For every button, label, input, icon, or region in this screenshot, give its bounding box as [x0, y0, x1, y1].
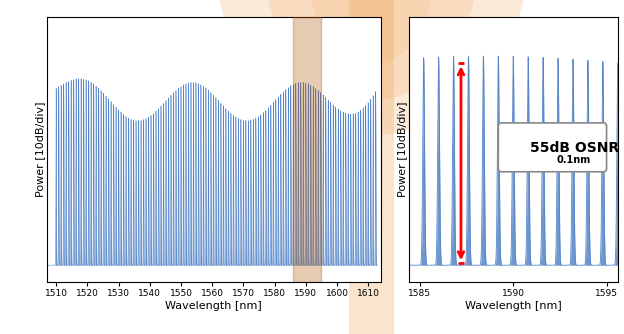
Ellipse shape: [265, 0, 477, 100]
Ellipse shape: [215, 0, 527, 135]
Y-axis label: Power [10dB/div]: Power [10dB/div]: [36, 102, 46, 197]
X-axis label: Wavelength [nm]: Wavelength [nm]: [165, 301, 262, 311]
Bar: [349, 0, 394, 334]
Y-axis label: Power [10dB/div]: Power [10dB/div]: [397, 102, 407, 197]
FancyBboxPatch shape: [499, 123, 607, 172]
Ellipse shape: [309, 0, 434, 65]
Text: 0.1nm: 0.1nm: [557, 155, 591, 165]
X-axis label: Wavelength [nm]: Wavelength [nm]: [465, 301, 562, 311]
Bar: [293, 17, 321, 282]
Text: 55dB OSNR: 55dB OSNR: [530, 141, 619, 155]
